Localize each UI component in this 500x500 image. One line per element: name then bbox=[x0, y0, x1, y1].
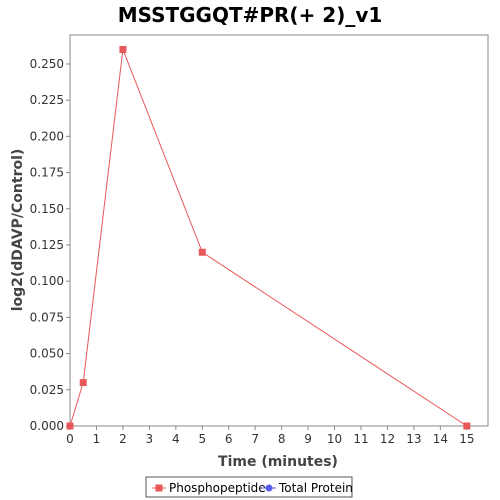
x-tick-label: 12 bbox=[380, 432, 395, 446]
legend: Phosphopeptide Total Protein bbox=[145, 476, 353, 498]
data-point bbox=[79, 379, 87, 387]
y-tick-label: 0.000 bbox=[30, 419, 64, 433]
y-tick-label: 0.250 bbox=[30, 57, 64, 71]
data-point bbox=[119, 45, 127, 53]
x-tick-label: 14 bbox=[433, 432, 448, 446]
x-tick-label: 1 bbox=[93, 432, 101, 446]
data-point bbox=[66, 422, 74, 430]
y-tick-label: 0.225 bbox=[30, 93, 64, 107]
x-tick-label: 2 bbox=[119, 432, 127, 446]
x-tick-label: 10 bbox=[327, 432, 342, 446]
y-tick-label: 0.025 bbox=[30, 383, 64, 397]
series-layer bbox=[66, 45, 471, 430]
x-tick-label: 7 bbox=[251, 432, 259, 446]
x-tick-label: 11 bbox=[353, 432, 368, 446]
legend-label: Total Protein bbox=[278, 481, 353, 495]
y-tick-label: 0.200 bbox=[30, 129, 64, 143]
y-tick-label: 0.100 bbox=[30, 274, 64, 288]
y-tick-label: 0.075 bbox=[30, 310, 64, 324]
plot-area bbox=[69, 34, 489, 427]
chart-title: MSSTGGQT#PR(+ 2)_v1 bbox=[118, 3, 383, 27]
x-tick-label: 3 bbox=[146, 432, 154, 446]
y-axis: 0.000 0.025 0.050 0.075 0.100 0.125 0.150 0.175… bbox=[30, 57, 70, 433]
x-axis: 0 1 2 3 4 5 6 7 8 9 10 11 12 13 14 15 bbox=[66, 426, 474, 446]
x-tick-label: 4 bbox=[172, 432, 180, 446]
legend-marker-circle bbox=[265, 484, 273, 492]
x-tick-label: 9 bbox=[304, 432, 312, 446]
legend-box bbox=[145, 476, 353, 498]
x-tick-label: 6 bbox=[225, 432, 233, 446]
y-tick-label: 0.150 bbox=[30, 202, 64, 216]
y-tick-label: 0.050 bbox=[30, 347, 64, 361]
y-tick-label: 0.125 bbox=[30, 238, 64, 252]
data-point bbox=[198, 248, 206, 256]
legend-label: Phosphopeptide bbox=[169, 481, 266, 495]
y-tick-label: 0.175 bbox=[30, 166, 64, 180]
x-tick-label: 5 bbox=[198, 432, 206, 446]
x-tick-label: 13 bbox=[406, 432, 421, 446]
x-axis-label: Time (minutes) bbox=[218, 454, 338, 470]
x-tick-label: 8 bbox=[278, 432, 286, 446]
data-point bbox=[463, 422, 471, 430]
y-axis-label: log2(dDAVP/Control) bbox=[10, 149, 26, 312]
x-tick-label: 0 bbox=[66, 432, 74, 446]
legend-marker-square bbox=[155, 484, 163, 492]
x-tick-label: 15 bbox=[459, 432, 474, 446]
